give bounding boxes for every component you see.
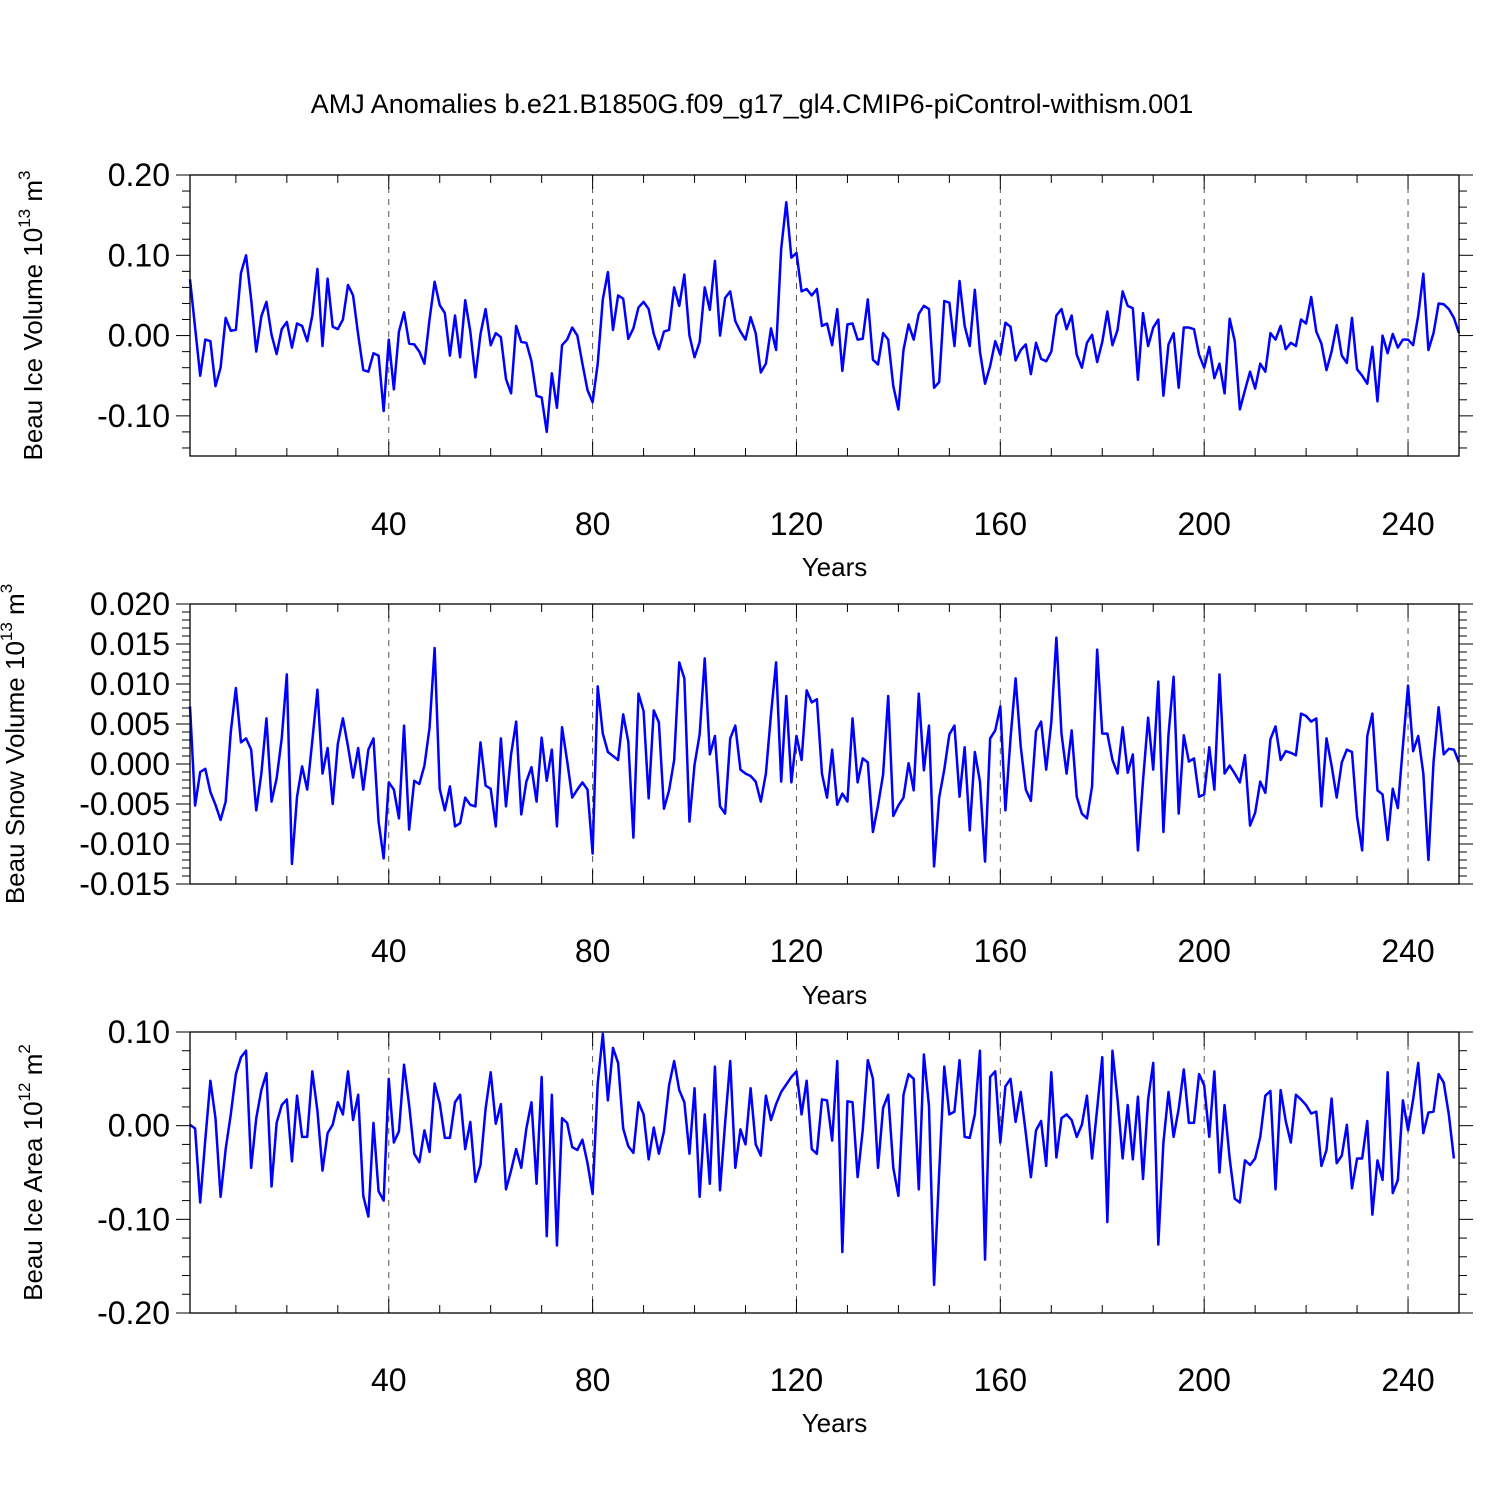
x-tick-label: 200 [1177, 1362, 1230, 1398]
x-tick-label: 200 [1177, 506, 1230, 542]
x-tick-label: 40 [371, 506, 407, 542]
x-tick-label: 160 [974, 1362, 1027, 1398]
y-axis-label: Beau Ice Area 1012 m2 [15, 1044, 48, 1301]
x-tick-label: 240 [1381, 1362, 1434, 1398]
x-tick-label: 120 [770, 506, 823, 542]
y-tick-label: 0.10 [108, 237, 170, 273]
series-line [189, 1032, 1456, 1287]
plot-frame [189, 603, 1460, 885]
plot-frame [189, 174, 1460, 457]
x-axis-label: Years [802, 1408, 868, 1438]
y-tick-label: 0.10 [108, 1014, 170, 1050]
y-tick-label: 0.010 [90, 666, 170, 702]
y-tick-label: -0.005 [79, 786, 170, 822]
x-tick-label: 240 [1381, 506, 1434, 542]
x-axis-label: Years [802, 980, 868, 1010]
y-axis-label: Beau Ice Volume 1013 m3 [15, 171, 48, 461]
plot-frame [189, 1031, 1460, 1314]
x-tick-label: 120 [770, 1362, 823, 1398]
y-tick-label: 0.20 [108, 157, 170, 193]
x-tick-label: 40 [371, 933, 407, 969]
chart-panel-2: -0.015 -0.010 -0.005 0.000 0.005 0.010 0.015 0.… [0, 584, 1473, 1010]
y-tick-label: 0.000 [90, 746, 170, 782]
x-tick-label: 40 [371, 1362, 407, 1398]
series-line [188, 636, 1461, 868]
x-tick-label: 80 [575, 1362, 611, 1398]
series-line [188, 201, 1461, 434]
y-tick-label: 0.020 [90, 586, 170, 622]
y-tick-label: 0.00 [108, 318, 170, 354]
y-tick-label: -0.10 [97, 1201, 170, 1237]
x-tick-label: 160 [974, 506, 1027, 542]
y-tick-label: 0.00 [108, 1108, 170, 1144]
x-tick-label: 160 [974, 933, 1027, 969]
y-tick-label: -0.20 [97, 1295, 170, 1331]
x-tick-label: 80 [575, 933, 611, 969]
x-tick-label: 240 [1381, 933, 1434, 969]
y-tick-label: -0.010 [79, 826, 170, 862]
chart-panel-3: -0.20 -0.10 0.00 0.10 40 80 120 160 200 240 Years B… [15, 1014, 1473, 1438]
y-tick-label: 0.015 [90, 626, 170, 662]
y-axis-label: Beau Snow Volume 1013 m3 [0, 584, 30, 904]
y-tick-label: -0.015 [79, 866, 170, 902]
x-tick-label: 80 [575, 506, 611, 542]
x-tick-label: 120 [770, 933, 823, 969]
x-tick-label: 200 [1177, 933, 1230, 969]
figure-title: AMJ Anomalies b.e21.B1850G.f09_g17_gl4.C… [311, 89, 1193, 119]
chart-panel-1: -0.10 0.00 0.10 0.20 40 80 120 160 200 240 Years Be… [15, 157, 1473, 582]
y-tick-label: 0.005 [90, 706, 170, 742]
y-tick-label: -0.10 [97, 398, 170, 434]
x-axis-label: Years [802, 552, 868, 582]
